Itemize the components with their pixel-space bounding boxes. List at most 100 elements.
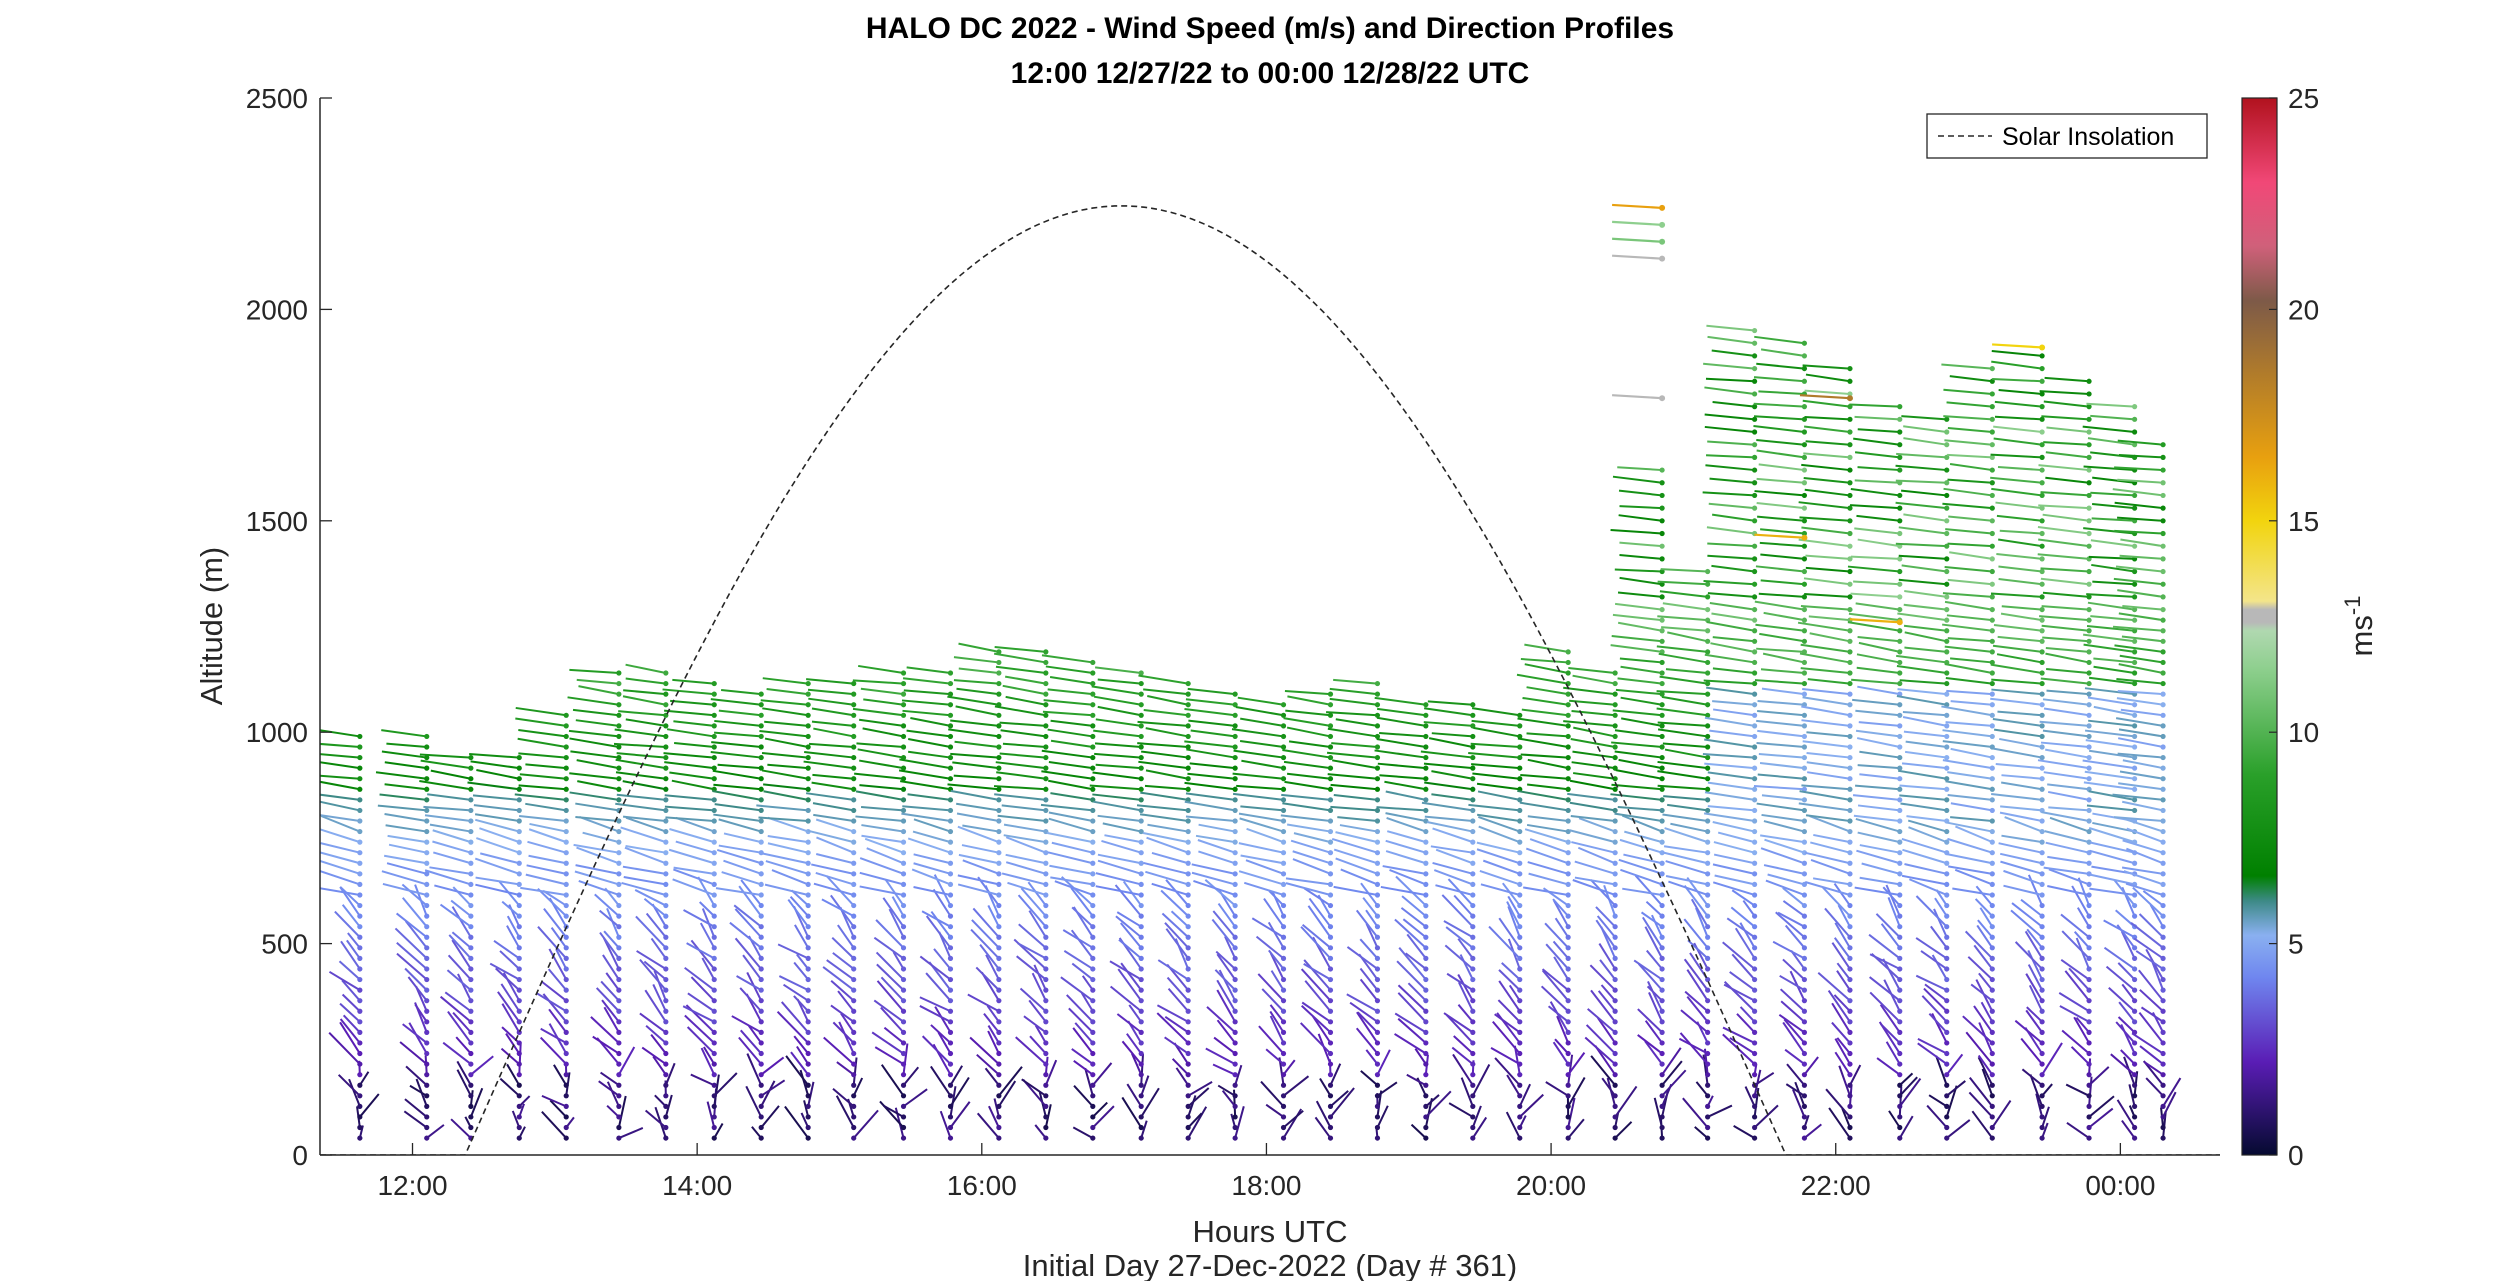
wind-barb-dot (1185, 828, 1191, 835)
wind-barb-dot (758, 828, 764, 835)
wind-barb-dot (1659, 556, 1665, 562)
wind-barb (1021, 1078, 1047, 1097)
notable-wind-dot (1659, 255, 1666, 262)
wind-barb-dot (1944, 913, 1950, 919)
wind-barb-dot (616, 765, 622, 771)
wind-barb (1095, 872, 1142, 886)
wind-barb-dot (1232, 1050, 1238, 1057)
wind-barb-dot (1423, 1061, 1429, 1067)
wind-barb (1614, 812, 1663, 822)
wind-barb (907, 750, 951, 759)
wind-barb (706, 1101, 716, 1128)
wind-barb-dot (2160, 1124, 2166, 1131)
wind-barb (907, 738, 951, 748)
wind-barb-dot (1327, 702, 1334, 708)
wind-barb (1994, 400, 2043, 408)
wind-barb (550, 927, 568, 949)
wind-barb (600, 1071, 620, 1087)
wind-barb (762, 677, 809, 685)
wind-barb (1857, 804, 1900, 812)
wind-barb (1027, 881, 1047, 907)
wind-barb-dot (2086, 776, 2092, 782)
wind-barb-dot (805, 1061, 811, 1067)
wind-barb-dot (947, 807, 954, 814)
wind-barb-dot (616, 702, 622, 708)
wind-barb (852, 1109, 879, 1139)
wind-barb (1524, 828, 1569, 844)
wind-barb (2038, 504, 2090, 510)
wind-barb (2020, 898, 2043, 917)
wind-barb (1997, 635, 2043, 643)
wind-barb (742, 954, 763, 981)
wind-barb-dot (1327, 850, 1334, 856)
wind-barb (2037, 759, 2090, 770)
wind-barb-dot (616, 892, 622, 898)
wind-barb (875, 951, 905, 981)
wind-barb (1007, 881, 1047, 896)
wind-barb (424, 814, 471, 822)
wind-barb (1396, 960, 1427, 991)
wind-barb (683, 909, 715, 928)
wind-barb-dot (1280, 1114, 1287, 1120)
wind-barb-dot (2086, 378, 2092, 384)
wind-barb-dot (2086, 945, 2092, 951)
wind-barb-dot (1705, 987, 1711, 993)
wind-barb-dot (1374, 934, 1381, 940)
wind-barb-dot (900, 1019, 907, 1025)
wind-barb-dot (2160, 797, 2166, 803)
wind-barb-dot (1752, 1072, 1758, 1078)
wind-barb (578, 880, 620, 896)
wind-barb (1427, 700, 1473, 706)
wind-barb (901, 812, 951, 822)
wind-barb (515, 717, 567, 727)
wind-barb (1686, 995, 1709, 1023)
wind-barb (1444, 944, 1474, 970)
wind-barb (1682, 1097, 1709, 1129)
wind-barb-dot (1138, 860, 1144, 866)
wind-barb (470, 1055, 494, 1076)
notable-points (1612, 203, 2046, 626)
wind-barb-dot (516, 1050, 522, 1057)
wind-barb-dot (1565, 702, 1571, 708)
wind-barb-dot (1989, 860, 1995, 866)
wind-barb-dot (1659, 1029, 1665, 1035)
wind-barb (1703, 362, 1755, 370)
wind-barb (1731, 953, 1756, 981)
wind-barb-dot (1847, 670, 1853, 676)
wind-barb (1754, 490, 1805, 497)
wind-barb-dot (616, 1061, 622, 1067)
wind-barb (2117, 439, 2164, 446)
wind-barb (1670, 822, 1708, 833)
wind-barb-dot (2039, 649, 2045, 655)
wind-barb-dot (357, 797, 363, 803)
wind-barb (958, 667, 999, 675)
wind-barb (813, 813, 854, 822)
wind-barb (1804, 881, 1851, 896)
wind-barb-dot (563, 860, 569, 866)
wind-barb (1479, 869, 1521, 886)
wind-barb (1930, 925, 1948, 949)
wind-barb (1802, 687, 1851, 696)
wind-barb (760, 1105, 780, 1129)
wind-barb (813, 727, 854, 738)
wind-barb-dot (563, 892, 569, 898)
wind-barb-dot (357, 1114, 363, 1120)
wind-barb-dot (2132, 1135, 2138, 1141)
wind-barb-dot (996, 892, 1002, 898)
wind-barb-dot (516, 839, 522, 845)
wind-barb-dot (947, 860, 954, 866)
wind-barb-dot (1944, 581, 1950, 587)
wind-barb-dot (1374, 913, 1381, 919)
wind-barb-dot (1517, 1072, 1523, 1078)
wind-barb-dot (1232, 712, 1238, 718)
wind-barb-dot (900, 1103, 907, 1109)
wind-barb-dot (357, 1082, 363, 1088)
wind-barb-dot (1944, 860, 1950, 866)
wind-barb-dot (1327, 1114, 1334, 1120)
wind-barb (2003, 869, 2043, 886)
wind-barb (1005, 695, 1047, 706)
wind-barb-dot (1847, 850, 1853, 856)
wind-barb (1389, 869, 1427, 886)
wind-barb (1944, 663, 1993, 674)
wind-barb (1093, 729, 1142, 738)
